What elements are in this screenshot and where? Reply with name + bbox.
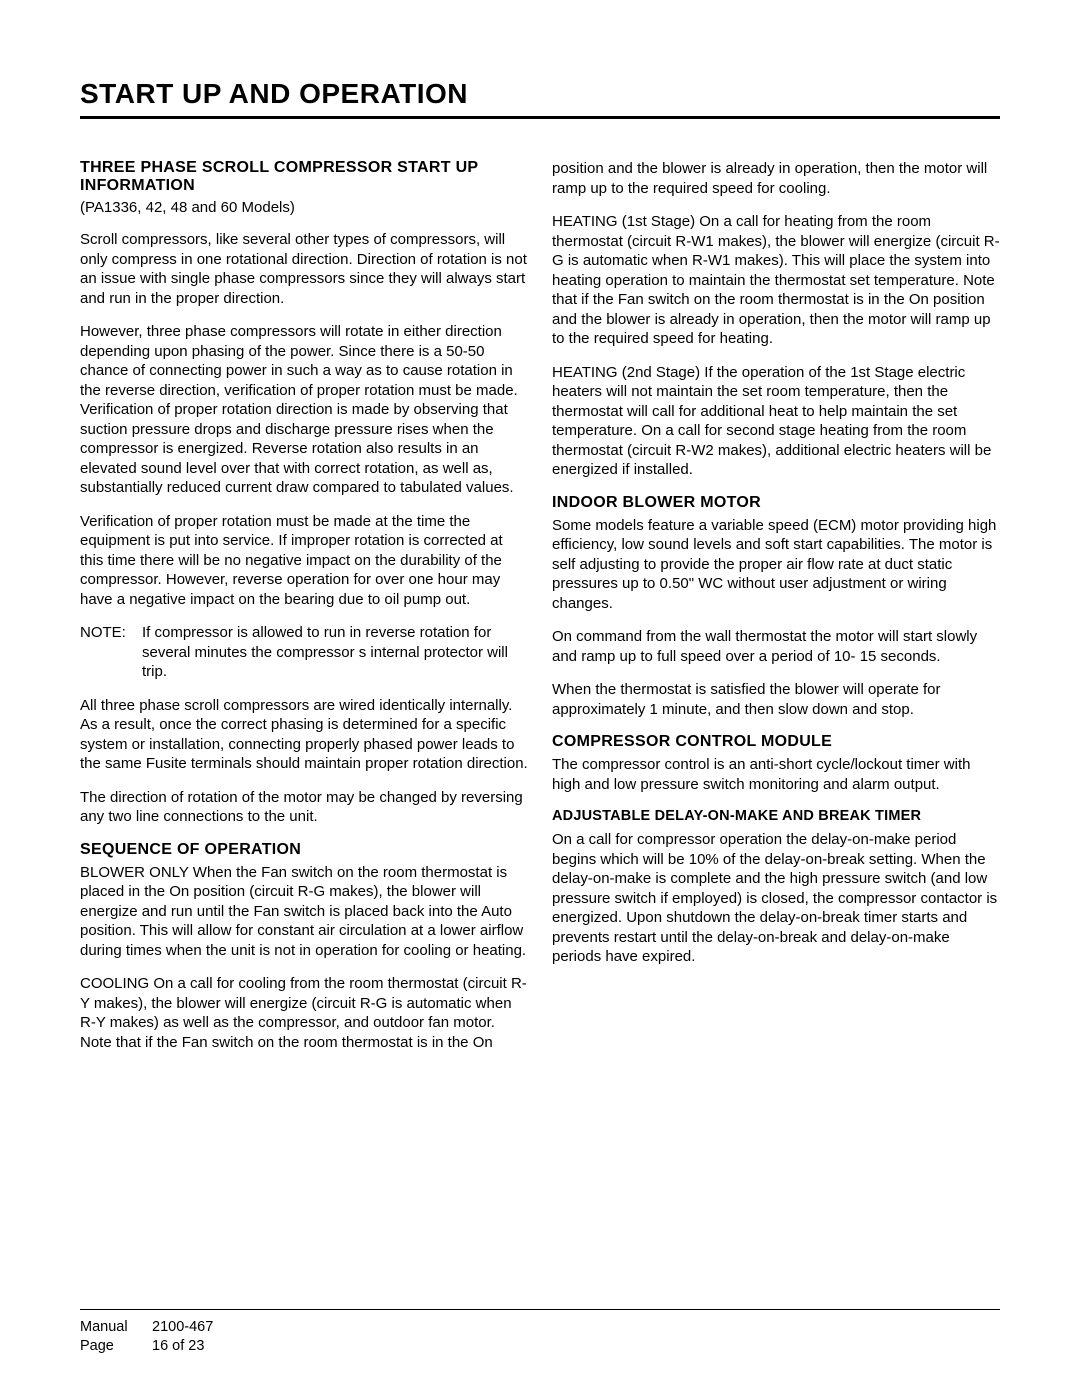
paragraph: When the thermostat is satisfied the blo… [552,680,1000,719]
note-block: NOTE: If compressor is allowed to run in… [80,623,528,682]
note-label: NOTE: [80,623,142,682]
content-columns: THREE PHASE SCROLL COMPRESSOR START UP I… [80,159,1000,1066]
paragraph: However, three phase compressors will ro… [80,322,528,498]
footer-manual-value: 2100-467 [152,1318,213,1338]
page-footer: Manual 2100-467 Page 16 of 23 [80,1309,1000,1357]
paragraph: HEATING (2nd Stage) If the operation of … [552,363,1000,480]
paragraph: On a call for compressor operation the d… [552,830,1000,967]
heading-three-phase: THREE PHASE SCROLL COMPRESSOR START UP I… [80,159,528,195]
paragraph: The compressor control is an anti-short … [552,755,1000,794]
paragraph: BLOWER ONLY When the Fan switch on the r… [80,863,528,961]
footer-page-label: Page [80,1337,152,1357]
paragraph: position and the blower is already in op… [552,159,1000,198]
heading-indoor-blower: INDOOR BLOWER MOTOR [552,494,1000,512]
footer-page-value: 16 of 23 [152,1337,204,1357]
paragraph: HEATING (1st Stage) On a call for heatin… [552,212,1000,349]
heading-compressor-control: COMPRESSOR CONTROL MODULE [552,733,1000,751]
footer-manual-label: Manual [80,1318,152,1338]
left-column: THREE PHASE SCROLL COMPRESSOR START UP I… [80,159,528,1066]
paragraph: COOLING On a call for cooling from the r… [80,974,528,1052]
paragraph: All three phase scroll compressors are w… [80,696,528,774]
model-list: (PA1336, 42, 48 and 60 Models) [80,199,528,216]
paragraph: On command from the wall thermostat the … [552,627,1000,666]
paragraph: Scroll compressors, like several other t… [80,230,528,308]
paragraph: Verification of proper rotation must be … [80,512,528,610]
paragraph: The direction of rotation of the motor m… [80,788,528,827]
heading-sequence: SEQUENCE OF OPERATION [80,841,528,859]
page-title: START UP AND OPERATION [80,78,1000,119]
paragraph: Some models feature a variable speed (EC… [552,516,1000,614]
subheading-delay-timer: ADJUSTABLE DELAY-ON-MAKE AND BREAK TIMER [552,808,1000,824]
note-body: If compressor is allowed to run in rever… [142,623,528,682]
right-column: position and the blower is already in op… [552,159,1000,1066]
